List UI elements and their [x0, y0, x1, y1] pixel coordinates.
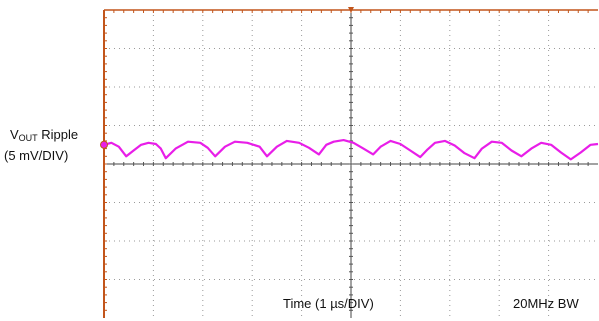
- trigger-position-marker: [348, 7, 354, 13]
- channel-scale-label: (5 mV/DIV): [4, 148, 69, 163]
- time-axis-label: Time (1 µs/DIV): [283, 296, 374, 311]
- vout-ripple-trace: [103, 139, 599, 161]
- channel-ground-marker: [100, 140, 108, 149]
- channel-label-prefix: V: [10, 127, 19, 142]
- bandwidth-label: 20MHz BW: [513, 296, 579, 311]
- channel-label-subscript: OUT: [18, 133, 38, 143]
- channel-label: VOUT Ripple: [10, 127, 78, 146]
- channel-label-suffix: Ripple: [37, 127, 79, 142]
- scope-markers: [100, 7, 354, 149]
- vout-ripple-trace-group: [103, 139, 599, 161]
- scope-graticule: [103, 9, 598, 318]
